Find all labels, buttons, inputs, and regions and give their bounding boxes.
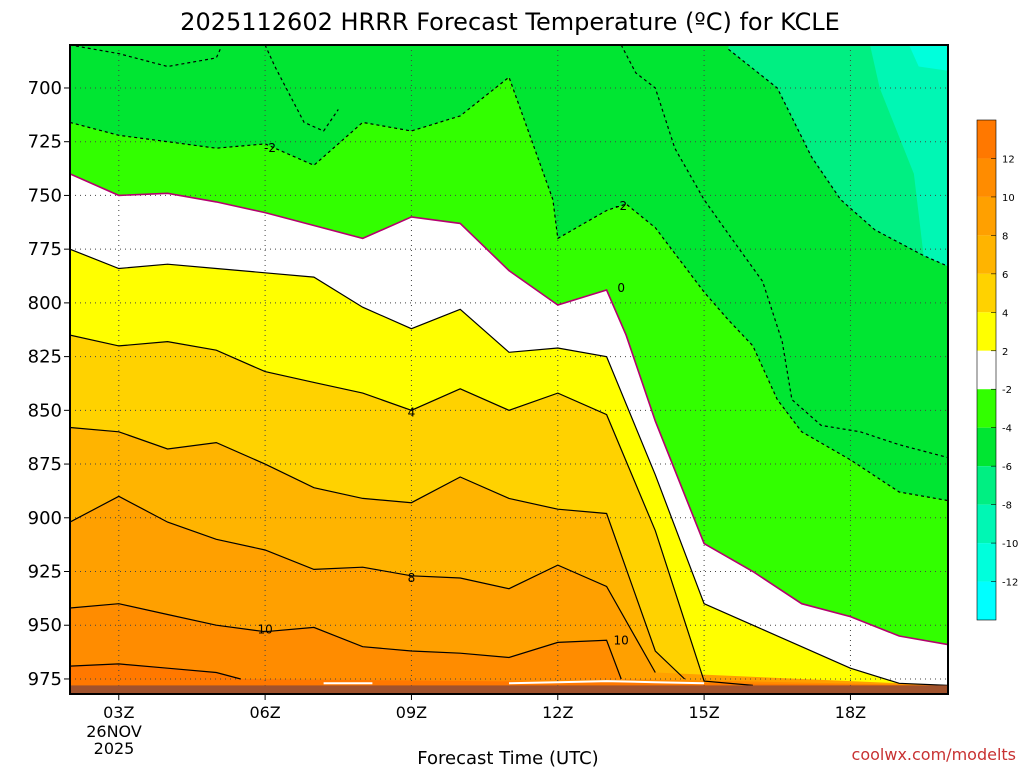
color-scale: 12 10 8 6 4 2 -2 -4 -6 -8 -10 -12 — [976, 119, 1018, 621]
contour-8 — [70, 495, 656, 673]
temperature-fill-bands — [70, 45, 948, 694]
colorbar-swatch — [977, 312, 996, 351]
colorbar-swatch — [977, 389, 996, 428]
y-tick-label: 850 — [28, 400, 62, 421]
x-tick-label: 09Z — [396, 703, 427, 722]
pressure-axis: 700 725 750 775 800 825 850 875 900 925 950 975 — [28, 78, 70, 690]
y-tick-label: 700 — [28, 78, 62, 99]
contour--2 — [70, 76, 948, 502]
contour-10 — [70, 603, 622, 680]
x-tick-label: 15Z — [688, 703, 719, 722]
band-minus-8-to-10 — [870, 45, 948, 267]
colorbar-swatch — [977, 581, 996, 620]
x-tick-label: 18Z — [835, 703, 866, 722]
y-tick-label: 975 — [28, 669, 62, 690]
colorbar-label: -10 — [1002, 539, 1018, 550]
year-label: 2025 — [94, 739, 135, 758]
colorbar-swatch — [977, 350, 996, 390]
plot-frame — [69, 44, 949, 695]
y-tick-label: 950 — [28, 615, 62, 636]
contour-label: 8 — [408, 571, 416, 585]
contour--4-segment — [264, 45, 339, 132]
band-minus-10-to-12 — [909, 45, 948, 71]
colorbar-label: 8 — [1002, 231, 1008, 242]
chart-title: 2025112602 HRRR Forecast Temperature (ºC… — [180, 8, 840, 36]
contour-2 — [70, 248, 948, 686]
colorbar-swatch — [977, 196, 996, 236]
y-tick-label: 775 — [28, 239, 62, 260]
colorbar-swatch — [977, 504, 996, 544]
colorbar-label: 10 — [1002, 193, 1015, 204]
y-tick-label: 875 — [28, 454, 62, 475]
colorbar-swatch — [977, 158, 996, 197]
colorbar-label: -2 — [1002, 385, 1012, 396]
band-10-to-12 — [70, 603, 948, 694]
contour-label: 0 — [617, 281, 625, 295]
colorbar-label: -4 — [1002, 424, 1012, 435]
colorbar-swatch — [977, 427, 996, 467]
contour-label: -2 — [615, 199, 627, 213]
credit-label: coolwx.com/modelts — [852, 745, 1016, 764]
y-tick-label: 750 — [28, 185, 62, 206]
contour-label: 10 — [614, 633, 629, 647]
ground-surface — [70, 680, 948, 694]
colorbar-swatch — [977, 235, 996, 274]
contour--4-segment — [728, 48, 948, 267]
ground-dash — [508, 680, 705, 685]
ground-band — [70, 685, 948, 694]
date-label: 26NOV — [86, 722, 142, 741]
isotherm-contours: -2 -2 0 4 8 10 10 — [70, 45, 948, 686]
y-tick-label: 825 — [28, 347, 62, 368]
colorbar-swatch — [977, 120, 996, 159]
y-tick-label: 725 — [28, 132, 62, 153]
contour-6 — [70, 426, 686, 680]
contour--4-segment — [620, 45, 948, 459]
x-tick-label: 03Z — [103, 703, 134, 722]
colorbar-label: 4 — [1002, 308, 1008, 319]
x-tick-label: 06Z — [249, 703, 280, 722]
contour-label: 10 — [257, 623, 272, 637]
y-tick-label: 925 — [28, 562, 62, 583]
x-tick-label: 12Z — [542, 703, 573, 722]
contour-0 — [70, 173, 948, 646]
colorbar-label: 2 — [1002, 347, 1008, 358]
colorbar-label: -6 — [1002, 462, 1012, 473]
y-tick-label: 800 — [28, 293, 62, 314]
colorbar-label: 12 — [1002, 154, 1015, 165]
contour-label: 4 — [408, 405, 416, 419]
contour-label: -2 — [264, 141, 276, 155]
colorbar-swatch — [977, 543, 996, 582]
contour-12 — [70, 663, 241, 680]
colorbar-label: 6 — [1002, 270, 1008, 281]
colorbar-label: -12 — [1002, 578, 1018, 589]
grid-lines — [70, 45, 948, 694]
time-axis: 03Z 06Z 09Z 12Z 15Z 18Z — [103, 694, 866, 722]
colorbar-frame — [976, 119, 997, 621]
colorbar-swatch — [977, 273, 996, 313]
contour-4 — [70, 334, 753, 686]
colorbar-swatch — [977, 466, 996, 505]
x-axis-label: Forecast Time (UTC) — [417, 748, 598, 768]
colorbar-label: -8 — [1002, 501, 1012, 512]
y-tick-label: 900 — [28, 508, 62, 529]
